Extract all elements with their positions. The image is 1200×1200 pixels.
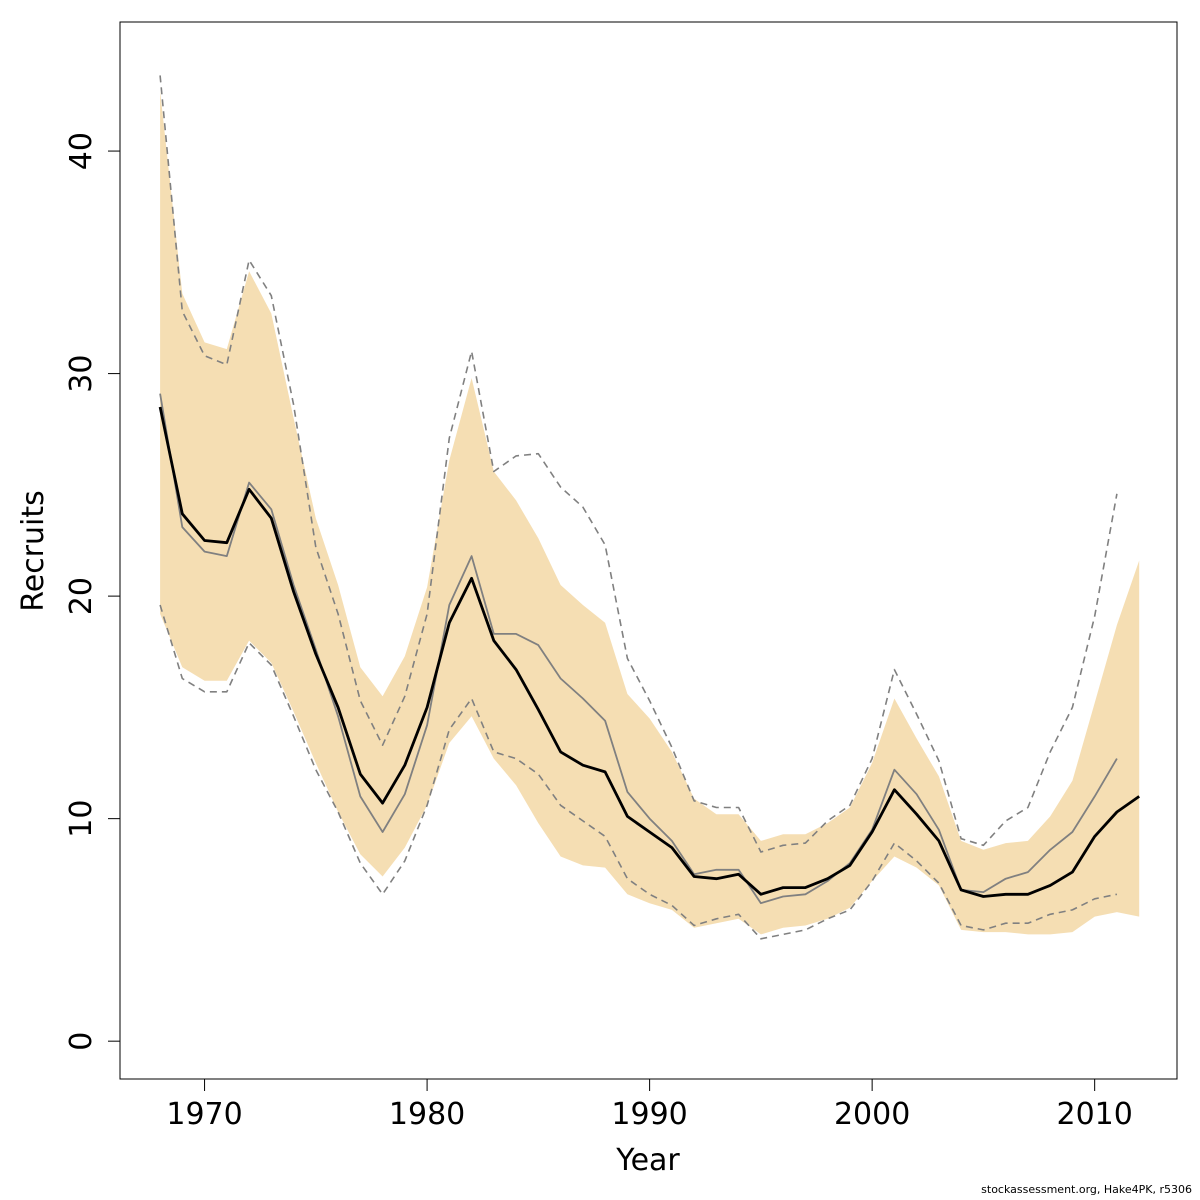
confidence-band	[160, 91, 1140, 935]
x-axis-title: Year	[615, 1143, 680, 1178]
credit-text: stockassessment.org, Hake4PK, r5306	[981, 1183, 1192, 1196]
plot-area	[158, 75, 1141, 940]
y-tick-label: 20	[64, 577, 99, 615]
y-tick-label: 30	[64, 355, 99, 393]
x-axis: 1970 1980 1990 2000 2010	[166, 1078, 1133, 1132]
x-tick-label: 1990	[611, 1097, 687, 1132]
y-tick-label: 40	[64, 132, 99, 170]
y-tick-label: 10	[64, 800, 99, 838]
y-axis-title: Recruits	[16, 490, 51, 612]
y-tick-label: 0	[64, 1032, 99, 1051]
x-tick-label: 2000	[834, 1097, 910, 1132]
median-line	[158, 406, 1141, 898]
x-tick-label: 1970	[166, 1097, 242, 1132]
x-tick-label: 1980	[389, 1097, 465, 1132]
y-axis: 0 10 20 30 40	[64, 132, 121, 1051]
x-tick-label: 2010	[1056, 1097, 1132, 1132]
previous-upper-line	[159, 75, 1118, 853]
